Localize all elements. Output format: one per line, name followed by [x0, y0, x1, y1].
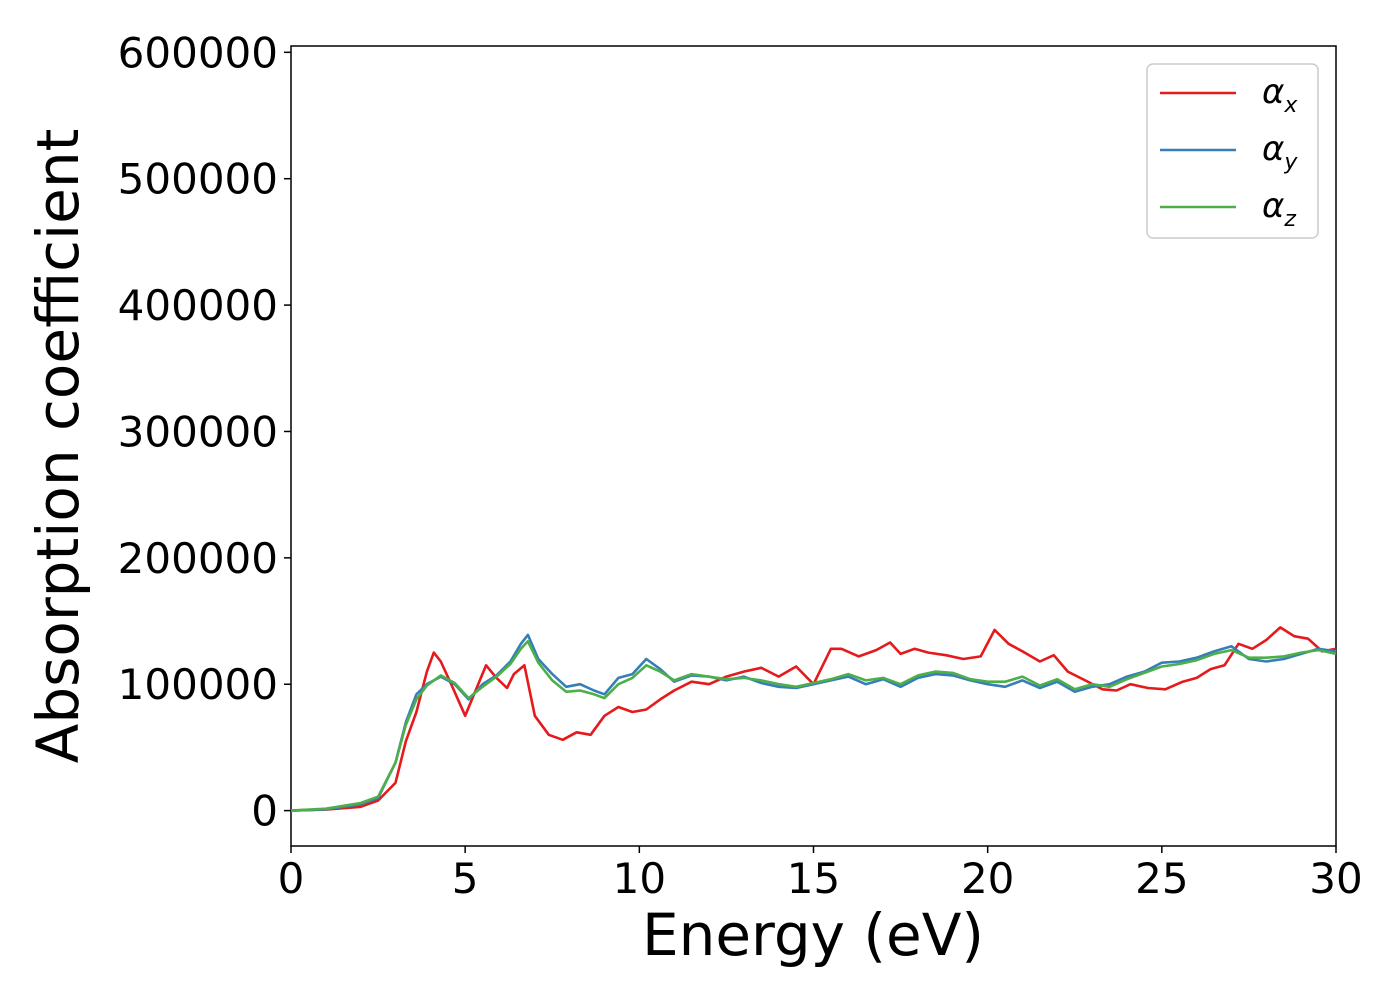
x-axis-label: Energy (eV)	[642, 901, 984, 969]
x-tick-label: 20	[961, 854, 1014, 903]
y-axis-label: Absorption coefficient	[24, 129, 92, 764]
x-tick-label: 25	[1135, 854, 1188, 903]
x-tick-label: 10	[613, 854, 666, 903]
y-tick-label: 0	[251, 787, 278, 836]
x-tick-label: 5	[452, 854, 479, 903]
series-layer	[290, 626, 1337, 812]
y-tick-label: 300000	[118, 407, 278, 456]
x-tick-label: 15	[787, 854, 840, 903]
x-axis: 0 5 10 15 20 25 30	[278, 846, 1363, 903]
y-tick-label: 200000	[118, 534, 278, 583]
y-tick-label: 600000	[118, 28, 278, 77]
y-tick-label: 100000	[118, 660, 278, 709]
y-axis: 0 100000 200000 300000 400000 500000 600000	[118, 28, 291, 836]
y-tick-label: 500000	[118, 155, 278, 204]
y-tick-label: 400000	[118, 281, 278, 330]
series-line-z	[290, 639, 1337, 812]
x-tick-label: 30	[1309, 854, 1362, 903]
x-tick-label: 0	[278, 854, 305, 903]
